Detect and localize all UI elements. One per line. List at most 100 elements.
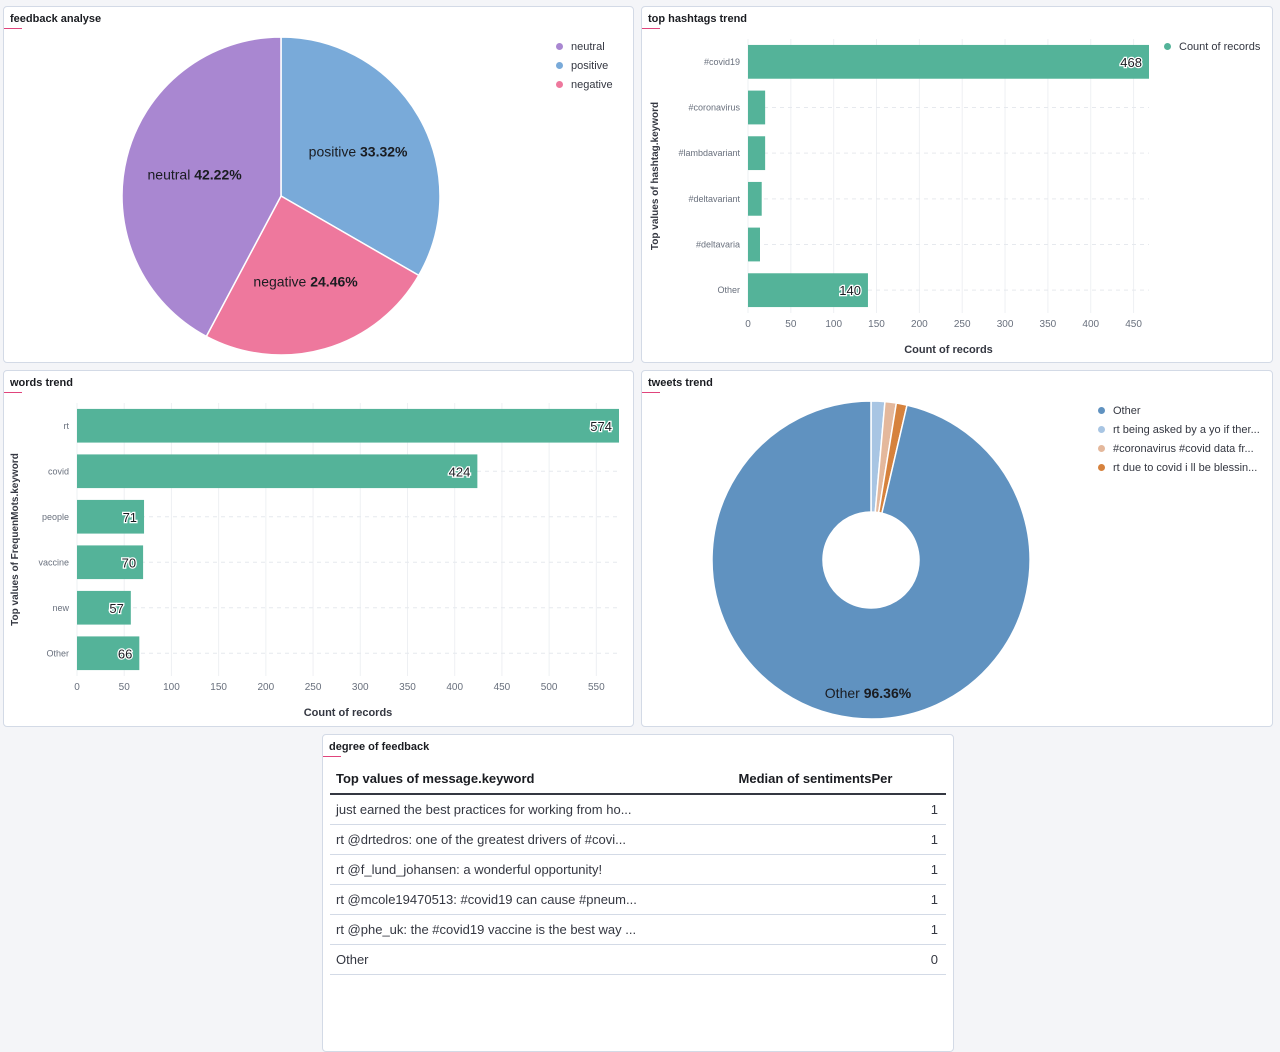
- x-tick-label: 100: [163, 682, 180, 693]
- panel-title: feedback analyse: [10, 13, 102, 25]
- data-table: Top values of message.keyword Median of …: [330, 763, 946, 975]
- legend-label: negative: [571, 78, 613, 91]
- table-cell: 1: [732, 914, 946, 945]
- bar-data-label: 468: [1120, 55, 1142, 70]
- x-tick-label: 200: [911, 319, 928, 330]
- x-tick-label: 400: [446, 682, 463, 693]
- title-underline: [642, 392, 660, 393]
- bar-covid: [77, 454, 478, 489]
- x-tick-label: 300: [997, 319, 1014, 330]
- legend-dot-icon: [1098, 445, 1105, 452]
- bar-#deltavariant: [748, 181, 762, 216]
- legend-item[interactable]: negative: [556, 75, 613, 94]
- x-tick-label: 150: [868, 319, 885, 330]
- chart-legend: Count of records: [1164, 37, 1260, 56]
- chart-legend: Other rt being asked by a yo if ther... #c…: [1098, 401, 1260, 477]
- panel-title: tweets trend: [648, 377, 713, 389]
- x-tick-label: 250: [954, 319, 971, 330]
- legend-label: rt due to covid i ll be blessin...: [1113, 461, 1258, 474]
- pie-slice-neutral: [121, 36, 282, 338]
- bar-people: [77, 499, 145, 534]
- y-tick-label: rt: [64, 421, 70, 431]
- panel-title: words trend: [10, 377, 73, 389]
- y-tick-label: new: [52, 603, 69, 613]
- x-tick-label: 200: [258, 682, 275, 693]
- y-tick-label: #deltavariant: [688, 194, 740, 204]
- legend-label: #coronavirus #covid data fr...: [1113, 442, 1254, 455]
- legend-label: rt being asked by a yo if ther...: [1113, 423, 1260, 436]
- legend-dot-icon: [556, 43, 563, 50]
- y-tick-label: vaccine: [38, 557, 69, 567]
- feedback-analyse-panel: feedback analyse positive 33.32% negative…: [3, 6, 634, 363]
- legend-label: Other: [1113, 404, 1141, 417]
- column-header[interactable]: Median of sentimentsPer: [732, 763, 946, 795]
- legend-item[interactable]: Other: [1098, 401, 1260, 420]
- table-cell: 1: [732, 854, 946, 885]
- title-underline: [4, 28, 22, 29]
- y-tick-label: people: [42, 512, 69, 522]
- bar-data-label: 66: [118, 646, 132, 661]
- bar-vaccine: [77, 545, 144, 580]
- title-underline: [642, 28, 660, 29]
- table-cell: 1: [732, 824, 946, 855]
- x-tick-label: 450: [494, 682, 511, 693]
- pie-slice-positive: [280, 36, 441, 277]
- legend-item[interactable]: #coronavirus #covid data fr...: [1098, 439, 1260, 458]
- y-tick-label: #coronavirus: [688, 103, 740, 113]
- x-tick-label: 250: [305, 682, 322, 693]
- table-cell: rt @drtedros: one of the greatest driver…: [330, 824, 733, 855]
- bar-new: [77, 590, 131, 625]
- legend-dot-icon: [556, 62, 563, 69]
- panel-title: top hashtags trend: [648, 13, 748, 25]
- bar-#covid19: [748, 44, 1149, 79]
- words-trend-panel: words trend 0 50 100 150 200 250 300 350 400 450 5…: [3, 370, 634, 727]
- bar-data-label: 57: [109, 601, 123, 616]
- legend-label: neutral: [571, 40, 605, 53]
- legend-item[interactable]: rt due to covid i ll be blessin...: [1098, 458, 1260, 477]
- degree-of-feedback-panel: degree of feedback Top values of message…: [322, 734, 954, 1052]
- x-tick-label: 400: [1082, 319, 1099, 330]
- title-underline: [323, 756, 341, 757]
- chart-legend: neutral positive negative: [556, 37, 613, 94]
- table-cell: 1: [732, 884, 946, 915]
- legend-dot-icon: [556, 81, 563, 88]
- y-axis-title: Top values of hashtag.keyword: [650, 102, 661, 250]
- donut-slice: [711, 400, 1031, 720]
- y-tick-label: covid: [48, 466, 69, 476]
- legend-dot-icon: [1098, 426, 1105, 433]
- x-tick-label: 0: [745, 319, 751, 330]
- table-cell: rt @mcole19470513: #covid19 can cause #p…: [330, 884, 733, 915]
- x-tick-label: 500: [541, 682, 558, 693]
- legend-item[interactable]: Count of records: [1164, 37, 1260, 56]
- panel-title: degree of feedback: [329, 741, 430, 753]
- y-tick-label: Other: [46, 648, 69, 658]
- table-row: rt @phe_uk: the #covid19 vaccine is the …: [330, 914, 946, 945]
- x-tick-label: 550: [588, 682, 605, 693]
- slice-label: Other 96.36%: [825, 685, 912, 701]
- slice-label: neutral 42.22%: [148, 166, 243, 182]
- table-cell: just earned the best practices for worki…: [330, 794, 733, 825]
- x-tick-label: 50: [119, 682, 131, 693]
- legend-dot-icon: [1098, 464, 1105, 471]
- table-row: just earned the best practices for worki…: [330, 794, 946, 825]
- table-row: rt @drtedros: one of the greatest driver…: [330, 824, 946, 855]
- bar-data-label: 140: [839, 283, 861, 298]
- bar-data-label: 71: [123, 510, 137, 525]
- bar-data-label: 424: [449, 464, 471, 479]
- legend-dot-icon: [1164, 43, 1171, 50]
- column-header[interactable]: Top values of message.keyword: [330, 763, 733, 795]
- legend-item[interactable]: positive: [556, 56, 613, 75]
- table-header-row: Top values of message.keyword Median of …: [330, 763, 946, 795]
- legend-item[interactable]: rt being asked by a yo if ther...: [1098, 420, 1260, 439]
- title-underline: [4, 392, 22, 393]
- legend-item[interactable]: neutral: [556, 37, 613, 56]
- y-axis-title: Top values of FrequenMots.keyword: [10, 453, 21, 626]
- legend-dot-icon: [1098, 407, 1105, 414]
- x-axis-title: Count of records: [904, 344, 993, 356]
- slice-label: positive 33.32%: [309, 143, 408, 159]
- table-cell: 0: [732, 944, 946, 975]
- y-tick-label: #lambdavariant: [678, 148, 740, 158]
- feedback-pie-chart: positive 33.32% negative 24.46% neutral 42…: [121, 36, 441, 356]
- x-tick-label: 150: [210, 682, 227, 693]
- top-hashtags-panel: top hashtags trend 0 50 100 150 200 250 300 350…: [641, 6, 1273, 363]
